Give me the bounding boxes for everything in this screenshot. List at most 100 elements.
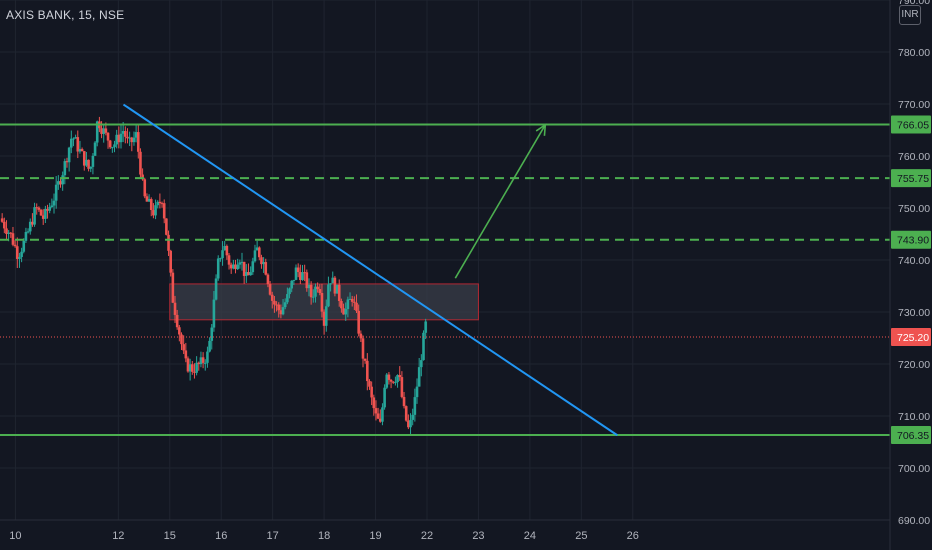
candle-body bbox=[357, 310, 360, 334]
candle-body bbox=[141, 174, 144, 180]
candle-body bbox=[292, 279, 296, 281]
candle-body bbox=[249, 272, 252, 276]
candle-body bbox=[391, 381, 395, 383]
price-tick-label: 750.00 bbox=[898, 203, 930, 215]
price-tick-label: 760.00 bbox=[898, 151, 930, 163]
candle-body bbox=[381, 407, 384, 422]
candle-body bbox=[396, 375, 399, 383]
candle-body bbox=[240, 261, 244, 263]
candle-body bbox=[376, 413, 380, 419]
time-tick-label: 23 bbox=[472, 530, 484, 542]
candle-body bbox=[134, 132, 138, 138]
candle-body bbox=[165, 218, 168, 235]
candle-body bbox=[378, 418, 382, 422]
time-axis[interactable]: 10 12 15 16 17 18 19 22 23 24 25 26 bbox=[0, 519, 890, 542]
time-tick-label: 12 bbox=[112, 530, 124, 542]
level-price-label: 766.05 bbox=[897, 120, 929, 132]
candle-body bbox=[89, 166, 93, 169]
candle-body bbox=[41, 215, 45, 219]
price-scale-background bbox=[890, 0, 932, 550]
candle-body bbox=[147, 199, 151, 202]
candle-body bbox=[197, 362, 201, 365]
price-axis[interactable]: 690.00 700.00 710.00 720.00 730.00 740.00 750.… bbox=[889, 0, 932, 550]
time-tick-label: 17 bbox=[267, 530, 279, 542]
candle-body bbox=[320, 292, 324, 312]
candle-body bbox=[400, 377, 404, 397]
candle-body bbox=[121, 131, 125, 134]
candle-body bbox=[39, 209, 43, 216]
candle-body bbox=[266, 274, 270, 285]
candle-body bbox=[234, 264, 237, 270]
candle-body bbox=[113, 144, 116, 148]
candle-body bbox=[199, 357, 203, 365]
time-tick-label: 16 bbox=[215, 530, 227, 542]
candle-body bbox=[262, 262, 265, 265]
trendline[interactable] bbox=[122, 103, 618, 437]
candle-body bbox=[76, 137, 80, 152]
candle-body bbox=[257, 247, 261, 258]
projection-arrow[interactable] bbox=[454, 124, 547, 279]
candle-body bbox=[111, 147, 114, 149]
candle-body bbox=[201, 357, 205, 363]
candle-body bbox=[264, 262, 268, 275]
candles bbox=[0, 116, 427, 436]
candle-body bbox=[136, 132, 140, 152]
candle-body bbox=[70, 138, 73, 148]
candle-body bbox=[152, 210, 155, 216]
horizontal-levels[interactable] bbox=[0, 123, 890, 436]
candle-body bbox=[353, 301, 356, 303]
candle-body bbox=[0, 218, 4, 222]
candle-body bbox=[422, 332, 425, 361]
candle-body bbox=[117, 134, 121, 143]
candle-body bbox=[82, 151, 86, 166]
candle-body bbox=[348, 298, 352, 300]
candle-body bbox=[253, 250, 257, 262]
candle-body bbox=[268, 284, 272, 295]
candle-body bbox=[316, 286, 319, 290]
candle-body bbox=[63, 161, 67, 176]
candle-body bbox=[124, 131, 127, 137]
candle-body bbox=[119, 133, 123, 143]
candle-body bbox=[20, 251, 23, 258]
candle-body bbox=[80, 149, 84, 152]
time-tick-label: 25 bbox=[575, 530, 587, 542]
candle-body bbox=[229, 264, 233, 269]
candle-body bbox=[178, 327, 181, 335]
candle-body bbox=[52, 200, 56, 206]
candle-body bbox=[346, 299, 350, 310]
candle-body bbox=[28, 221, 32, 232]
candle-body bbox=[182, 344, 185, 351]
candle-body bbox=[175, 314, 179, 328]
candle-body bbox=[156, 201, 160, 206]
candle-body bbox=[85, 159, 88, 166]
candle-body bbox=[331, 277, 335, 284]
candle-body bbox=[350, 298, 354, 302]
candle-body bbox=[273, 300, 276, 305]
time-tick-label: 22 bbox=[421, 530, 433, 542]
candle-body bbox=[13, 244, 17, 247]
currency-badge[interactable]: INR bbox=[899, 5, 921, 25]
candle-body bbox=[210, 327, 214, 341]
candle-body bbox=[65, 161, 69, 163]
candle-body bbox=[242, 261, 246, 276]
candle-body bbox=[11, 233, 15, 245]
candle-body bbox=[18, 257, 21, 259]
level-price-tag bbox=[891, 425, 931, 444]
level-price-label: 743.90 bbox=[897, 235, 929, 247]
candle-body bbox=[191, 364, 194, 372]
candle-body bbox=[24, 232, 28, 241]
candle-body bbox=[420, 360, 423, 368]
price-tick-label: 720.00 bbox=[898, 359, 930, 371]
candle-body bbox=[50, 205, 54, 208]
level-price-tag bbox=[891, 169, 931, 188]
level-price-tag bbox=[891, 230, 931, 249]
candle-body bbox=[383, 387, 386, 408]
candle-body bbox=[3, 221, 6, 229]
candle-body bbox=[143, 179, 147, 197]
candle-body bbox=[104, 128, 108, 133]
candle-body bbox=[95, 121, 99, 143]
candle-body bbox=[260, 257, 263, 265]
drawings[interactable] bbox=[122, 103, 618, 437]
